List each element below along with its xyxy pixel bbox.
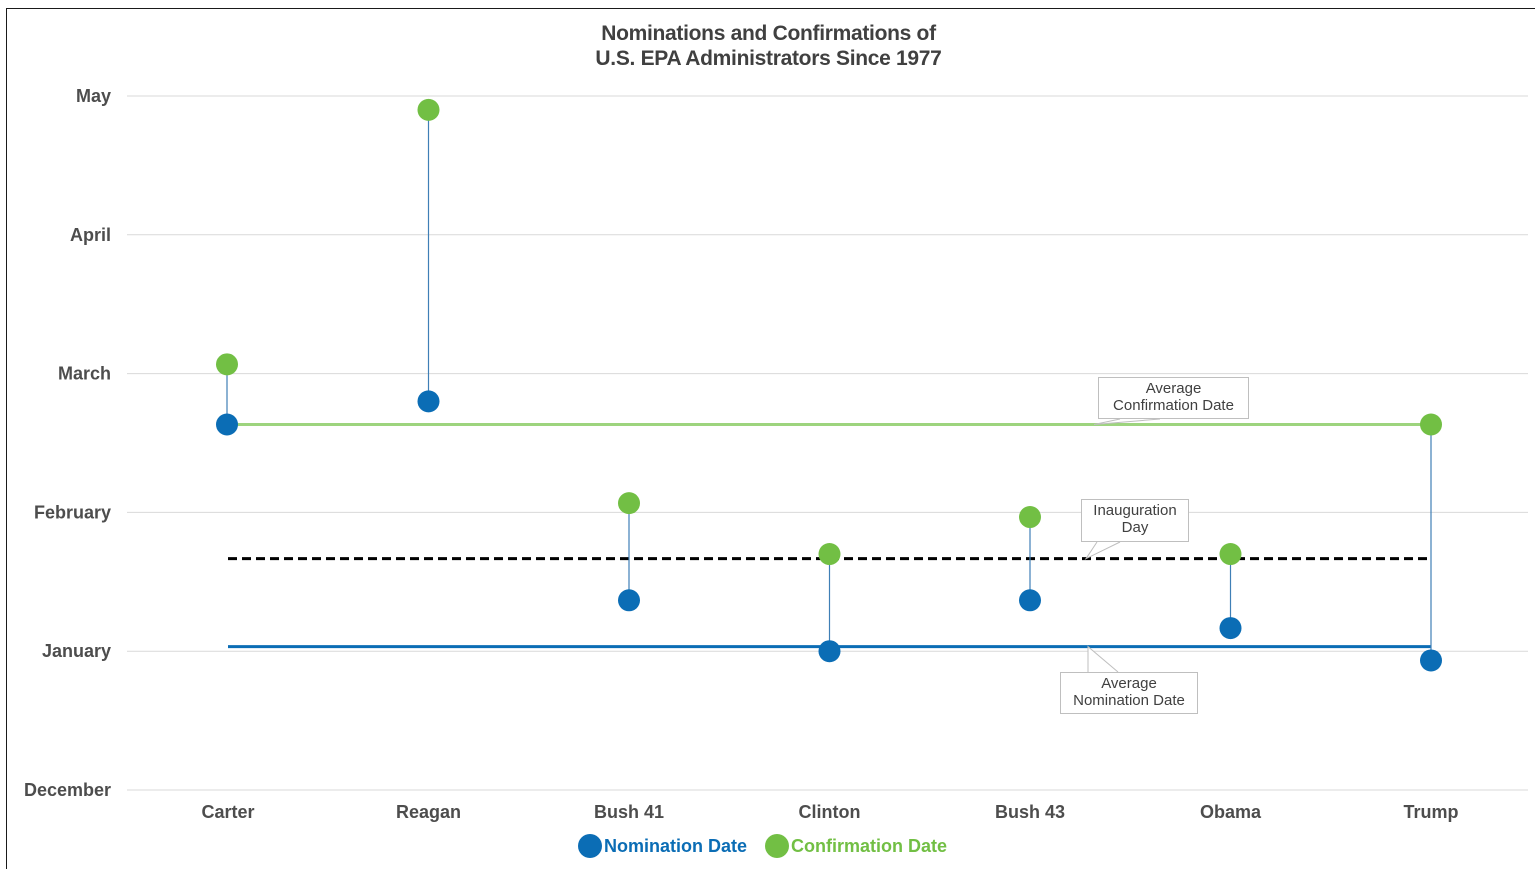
confirmation-point-reagan [417,98,440,121]
legend-marker-nomination [578,834,602,858]
callout-average-confirmation: Average Confirmation Date [1098,377,1249,419]
x-tick-label-reagan: Reagan [396,802,461,822]
x-tick-label-trump: Trump [1403,802,1458,822]
callout-inauguration-line2: Day [1121,519,1149,536]
nomination-point-carter [216,413,238,436]
x-tick-label-bush-43: Bush 43 [995,802,1065,822]
confirmation-point-bush-43 [1019,506,1041,529]
confirmation-point-carter [216,353,238,376]
nomination-point-obama [1219,617,1242,640]
chart-frame [6,8,1535,869]
legend-item-confirmation: Confirmation Date [765,834,947,858]
callout-average-confirmation-line2: Confirmation Date [1113,397,1234,414]
callout-average-nomination: Average Nomination Date [1060,672,1198,714]
x-tick-label-carter: Carter [201,802,254,822]
nomination-point-bush-43 [1019,589,1041,612]
x-tick-label-bush-41: Bush 41 [594,802,664,822]
chart-title-line-1: Nominations and Confirmations of [601,22,936,45]
confirmation-point-trump [1420,413,1442,436]
legend-marker-confirmation [765,834,790,858]
chart-title-line-2: U.S. EPA Administrators Since 1977 [595,47,942,70]
nomination-point-reagan [417,390,440,413]
x-tick-label-obama: Obama [1200,802,1262,822]
y-tick-label-may: May [76,86,111,106]
callout-average-nomination-line2: Nomination Date [1073,692,1185,709]
confirmation-point-clinton [818,543,841,566]
callout-inauguration-line1: Inauguration [1093,502,1177,519]
chart-legend: Nomination Date Confirmation Date [578,834,965,858]
y-tick-label-january: January [42,641,111,661]
confirmation-point-bush-41 [618,492,640,515]
nomination-point-bush-41 [618,589,640,612]
confirmation-point-obama [1219,543,1242,566]
y-tick-label-march: March [58,364,111,384]
callout-pointer-inauguration [1084,541,1121,560]
callout-inauguration-day: Inauguration Day [1081,499,1189,542]
x-tick-label-clinton: Clinton [799,802,861,822]
callout-average-nomination-line1: Average [1101,675,1157,692]
callout-pointer-confirmation [1093,418,1161,425]
callout-pointer-nomination [1087,645,1119,673]
nomination-point-clinton [818,640,841,663]
legend-label-confirmation: Confirmation Date [791,835,948,856]
legend-item-nomination: Nomination Date [578,834,747,858]
y-tick-label-december: December [24,780,111,800]
callout-average-confirmation-line1: Average [1145,380,1202,397]
y-tick-label-february: February [34,502,111,522]
nomination-point-trump [1420,649,1442,672]
y-tick-label-april: April [70,225,111,245]
legend-label-nomination: Nomination Date [604,835,748,856]
